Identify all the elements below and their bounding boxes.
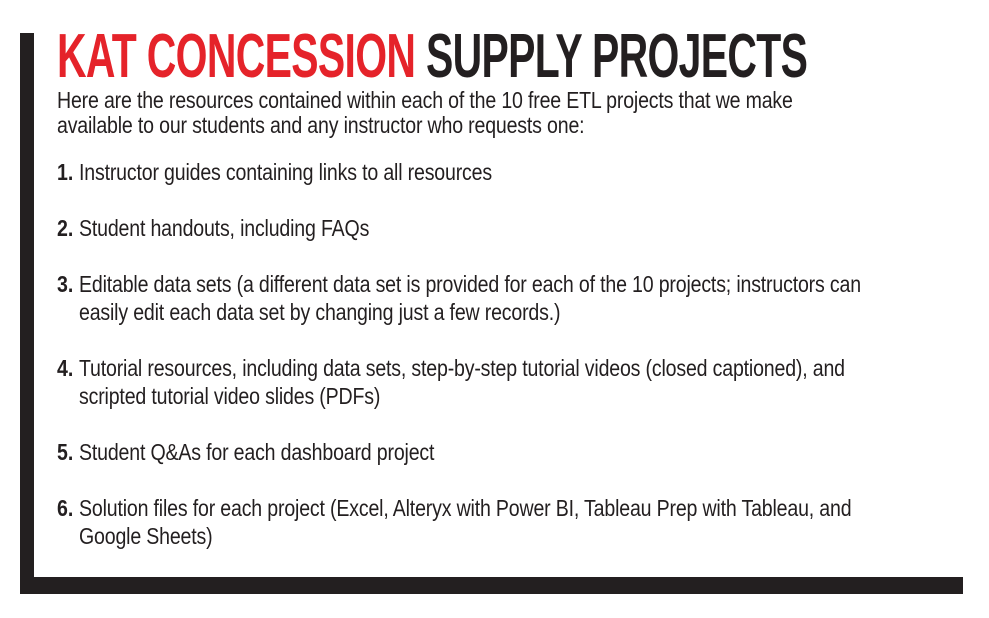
list-item: 2. Student handouts, including FAQs (57, 214, 989, 242)
item-text-line: easily edit each data set by changing ju… (79, 299, 561, 325)
list-item: 5. Student Q&As for each dashboard proje… (57, 438, 989, 466)
intro-line: Here are the resources contained within … (57, 87, 793, 113)
item-text-line: Tutorial resources, including data sets,… (79, 355, 845, 381)
item-text: Editable data sets (a different data set… (79, 270, 989, 326)
item-text-line: Solution files for each project (Excel, … (79, 495, 852, 521)
intro-paragraph: Here are the resources contained within … (57, 88, 923, 138)
list-item: 1. Instructor guides containing links to… (57, 158, 989, 186)
item-text: Student handouts, including FAQs (79, 214, 420, 242)
list-item: 4. Tutorial resources, including data se… (57, 354, 989, 410)
list-item: 3. Editable data sets (a different data … (57, 270, 989, 326)
item-number: 2. (57, 215, 74, 241)
frame-left-bar (20, 33, 34, 594)
item-number: 1. (57, 159, 74, 185)
item-text: Tutorial resources, including data sets,… (79, 354, 980, 410)
item-text: Student Q&As for each dashboard project (79, 438, 497, 466)
intro-line: available to our students and any instru… (57, 112, 585, 138)
item-number: 3. (57, 271, 74, 297)
item-text-line: Google Sheets) (79, 523, 213, 549)
page-title-rest: SUPPLY PROJECTS (415, 22, 808, 91)
frame-bottom-bar (20, 577, 963, 594)
resource-list: 1. Instructor guides containing links to… (57, 158, 989, 578)
page-title-highlight: KAT CONCESSION (57, 22, 416, 91)
item-text-line: Instructor guides containing links to al… (79, 159, 492, 185)
item-text-line: scripted tutorial video slides (PDFs) (79, 383, 381, 409)
item-number: 6. (57, 495, 74, 521)
list-item: 6. Solution files for each project (Exce… (57, 494, 989, 550)
page-title: KAT CONCESSION SUPPLY PROJECTS (57, 26, 808, 88)
item-number: 5. (57, 439, 74, 465)
item-text-line: Student Q&As for each dashboard project (79, 439, 435, 465)
item-text: Instructor guides containing links to al… (79, 158, 565, 186)
item-text: Solution files for each project (Excel, … (79, 494, 988, 550)
item-number: 4. (57, 355, 74, 381)
item-text-line: Editable data sets (a different data set… (79, 271, 861, 297)
item-text-line: Student handouts, including FAQs (79, 215, 370, 241)
